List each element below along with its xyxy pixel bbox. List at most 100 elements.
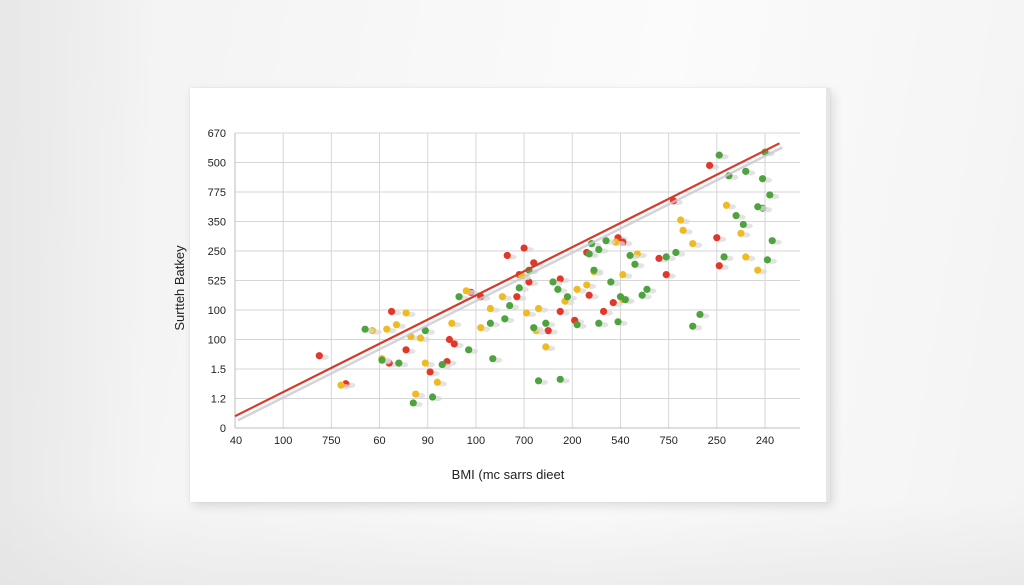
data-point	[556, 375, 564, 383]
data-point	[689, 240, 697, 248]
trendline	[234, 142, 780, 418]
data-point	[412, 390, 420, 398]
data-point	[534, 377, 543, 385]
x-tick-label: 750	[659, 435, 677, 447]
data-point	[715, 262, 723, 270]
data-point	[428, 393, 437, 401]
data-point	[737, 229, 745, 237]
data-point	[544, 327, 552, 335]
data-point	[619, 271, 627, 279]
y-tick-label: 500	[208, 158, 226, 170]
data-point	[465, 346, 473, 354]
data-point	[742, 253, 750, 261]
data-point	[421, 327, 429, 335]
x-axis-ticks: 40 100 750 60 90 100 700 200 540 750 250 240	[230, 435, 774, 447]
data-point	[583, 281, 591, 289]
data-point	[768, 237, 776, 245]
data-point	[713, 234, 721, 242]
data-point	[766, 191, 774, 199]
data-point	[585, 250, 593, 258]
data-point	[621, 296, 629, 304]
data-point	[392, 321, 401, 329]
x-tick-label: 100	[274, 435, 292, 447]
data-point	[530, 324, 538, 332]
data-point	[563, 293, 572, 301]
data-point	[498, 293, 507, 301]
data-point	[614, 318, 622, 326]
data-point	[402, 346, 410, 354]
x-tick-label: 250	[708, 435, 726, 447]
data-point	[315, 352, 323, 360]
data-point	[556, 307, 564, 316]
data-point	[438, 360, 446, 369]
y-tick-label: 525	[208, 276, 226, 288]
data-point	[763, 256, 772, 264]
data-point	[655, 254, 663, 262]
x-axis-label: BMI (mc sarrs dieet	[452, 467, 565, 482]
data-point	[421, 359, 429, 367]
data-point	[402, 309, 410, 317]
data-point	[337, 381, 345, 389]
data-point	[715, 151, 723, 159]
data-point	[378, 356, 386, 364]
data-point	[758, 175, 767, 183]
data-point	[448, 319, 456, 327]
data-point	[489, 355, 497, 363]
data-point	[677, 216, 685, 224]
data-point	[626, 251, 634, 260]
grid-lines	[234, 132, 800, 429]
data-point	[631, 260, 639, 268]
data-point	[595, 245, 603, 254]
data-point	[754, 203, 762, 211]
data-point	[455, 293, 463, 301]
data-point	[542, 319, 550, 327]
x-tick-label: 40	[230, 435, 242, 447]
x-tick-label: 700	[515, 435, 533, 447]
data-point	[383, 325, 391, 333]
data-point	[689, 322, 697, 330]
y-tick-label: 1.5	[211, 364, 226, 376]
data-point	[573, 285, 581, 293]
chart-card-edge	[826, 88, 830, 502]
data-point	[573, 321, 581, 329]
data-point	[525, 278, 533, 286]
data-point	[549, 278, 557, 286]
data-point	[638, 291, 646, 299]
data-point	[361, 325, 369, 333]
data-point	[643, 285, 651, 293]
y-tick-label: 775	[208, 187, 226, 199]
y-tick-label: 0	[220, 423, 226, 435]
y-tick-label: 670	[208, 128, 226, 140]
data-point	[607, 278, 615, 286]
data-point	[450, 340, 458, 348]
data-point	[595, 319, 603, 327]
data-point	[732, 212, 740, 220]
data-point	[462, 287, 470, 295]
data-point	[556, 275, 564, 283]
y-tick-label: 350	[208, 217, 226, 229]
y-tick-label: 250	[208, 246, 226, 258]
data-point	[590, 266, 598, 274]
data-point	[705, 161, 714, 170]
data-point	[387, 307, 396, 316]
trendline-shadow	[237, 146, 784, 422]
data-point	[599, 307, 608, 316]
data-point	[696, 310, 704, 319]
data-point	[426, 368, 434, 376]
data-point	[720, 253, 728, 261]
x-tick-label: 750	[322, 435, 340, 447]
y-tick-label: 100	[208, 335, 226, 347]
data-point	[416, 334, 425, 342]
y-tick-label: 1.2	[211, 394, 226, 406]
data-point	[554, 285, 562, 293]
trendline-group	[234, 142, 784, 422]
data-point	[662, 271, 670, 279]
data-point	[722, 201, 731, 209]
x-tick-label: 200	[563, 435, 581, 447]
data-point	[534, 304, 543, 313]
data-point	[522, 309, 531, 317]
data-point	[742, 167, 750, 175]
x-tick-label: 240	[756, 435, 774, 447]
data-point	[739, 220, 747, 229]
